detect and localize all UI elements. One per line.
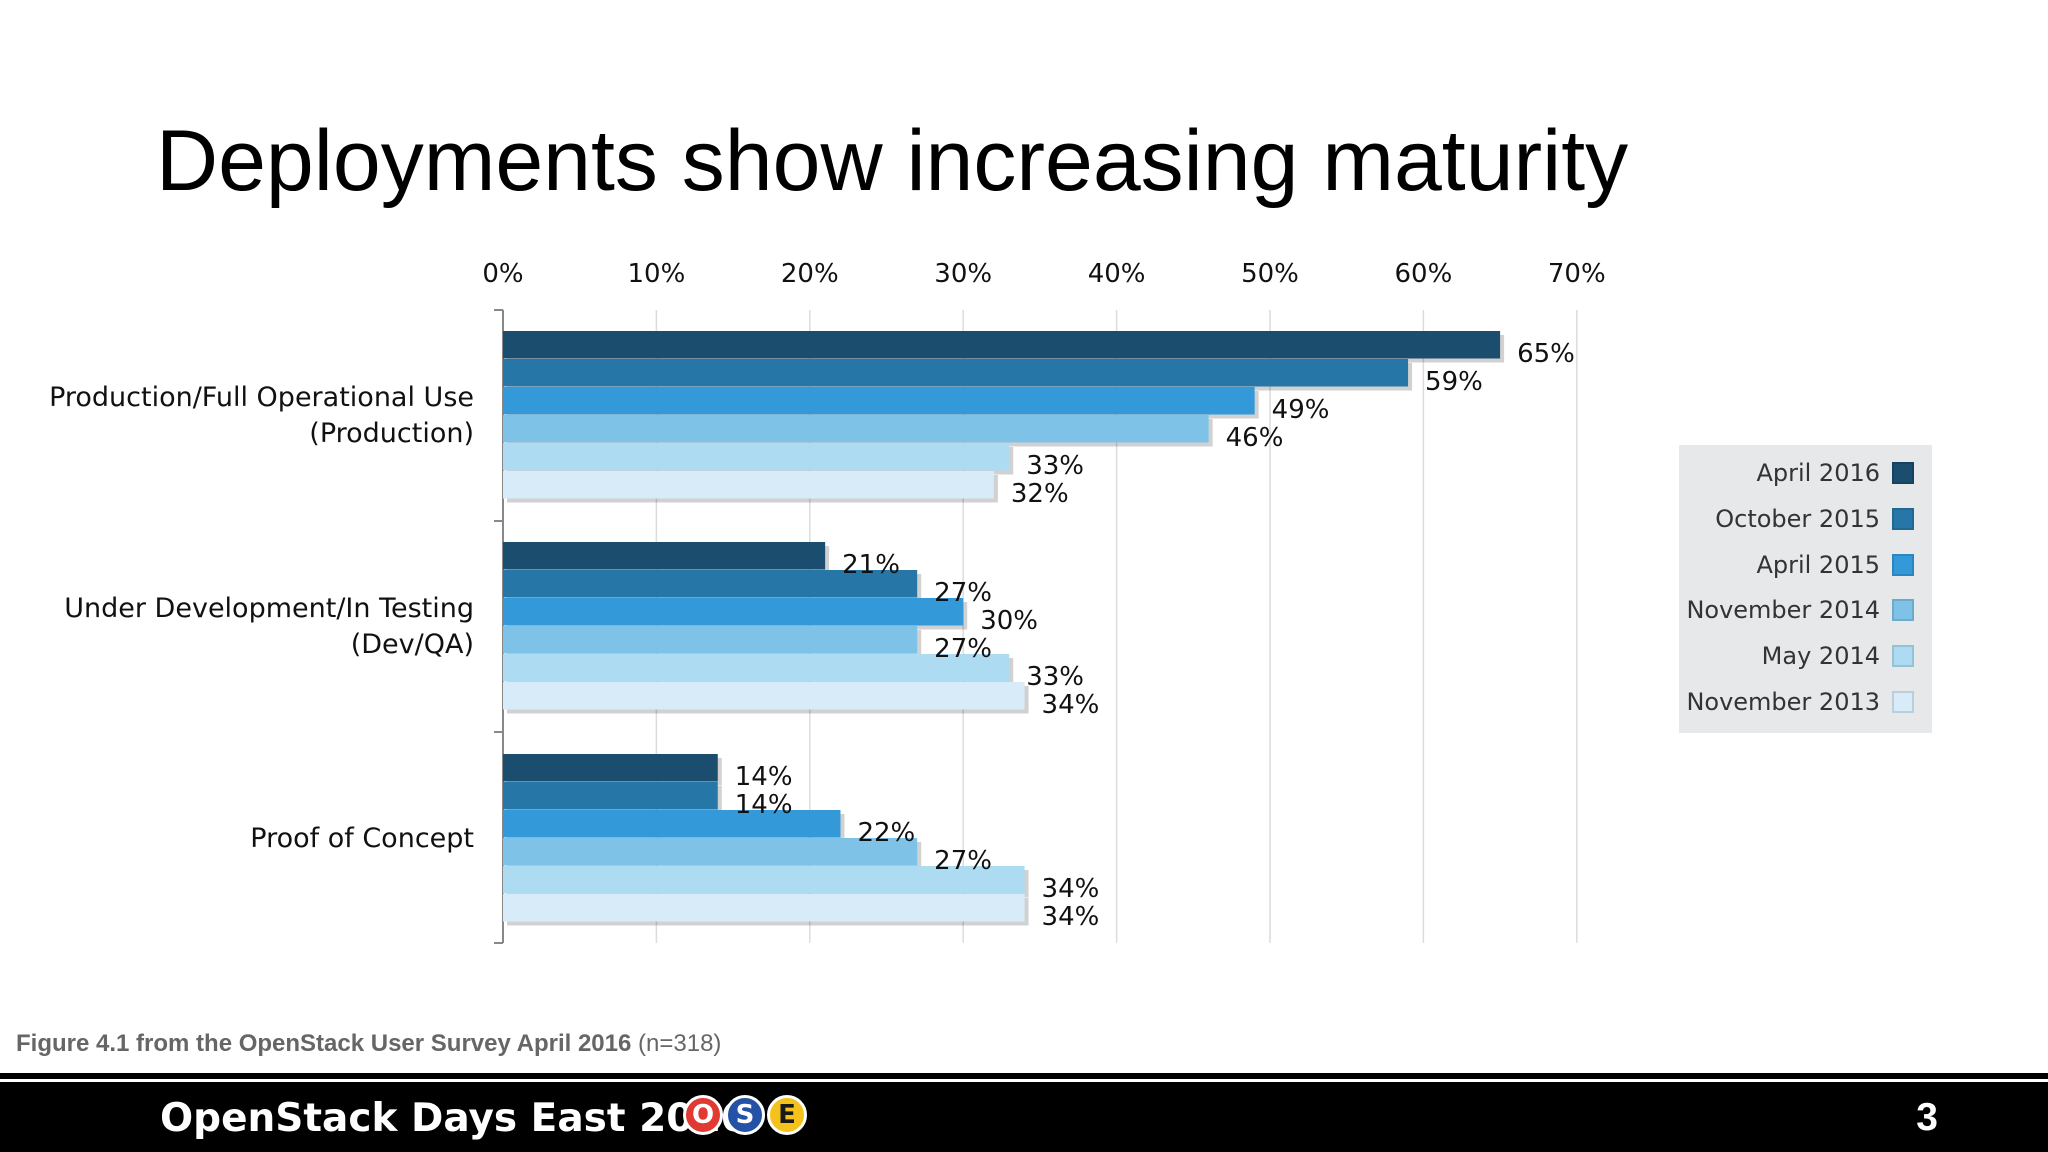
data-label: 46% xyxy=(1226,423,1284,453)
event-title: OpenStack Days East 2016 xyxy=(160,1096,748,1141)
data-label: 32% xyxy=(1011,479,1069,509)
x-tick-label: 40% xyxy=(1088,259,1146,289)
data-label: 30% xyxy=(980,606,1038,636)
bar xyxy=(503,894,1025,922)
bar xyxy=(503,598,964,626)
x-tick-label: 10% xyxy=(628,259,686,289)
legend-item: November 2014 xyxy=(1686,595,1914,625)
legend-label: November 2014 xyxy=(1686,596,1880,625)
page-number: 3 xyxy=(1916,1096,1938,1139)
category-label: Under Development/In Testing xyxy=(64,593,474,624)
bar xyxy=(503,682,1025,710)
data-label: 33% xyxy=(1026,451,1084,481)
bar xyxy=(503,866,1025,894)
axes xyxy=(494,309,504,944)
source-caption: Figure 4.1 from the OpenStack User Surve… xyxy=(16,1030,721,1058)
data-label: 22% xyxy=(857,818,915,848)
logo-circle: O xyxy=(683,1095,723,1135)
bar xyxy=(503,810,841,838)
data-label: 14% xyxy=(735,762,793,792)
legend-swatch xyxy=(1892,507,1914,530)
legend-swatch xyxy=(1892,645,1914,668)
source-caption-n: (n=318) xyxy=(631,1030,722,1057)
legend-item: May 2014 xyxy=(1762,641,1914,671)
x-tick-label: 60% xyxy=(1395,259,1453,289)
bar xyxy=(503,359,1409,387)
bar xyxy=(503,471,994,499)
legend-label: October 2015 xyxy=(1715,504,1880,533)
bar xyxy=(503,331,1501,359)
bar xyxy=(503,782,718,810)
bar xyxy=(503,415,1209,443)
legend-item: April 2015 xyxy=(1756,550,1914,580)
bar xyxy=(503,838,918,866)
x-tick-label: 20% xyxy=(781,259,839,289)
category-labels: Production/Full Operational Use (Producti… xyxy=(49,382,474,854)
data-label: 27% xyxy=(934,846,992,876)
logo-circle: S xyxy=(725,1095,765,1135)
x-tick-labels: 0% 10% 20% 30% 40% 50% 60% 70% xyxy=(482,259,1605,289)
legend-item: November 2013 xyxy=(1686,687,1914,717)
bar xyxy=(503,654,1010,682)
slide-title: Deployments show increasing maturity xyxy=(156,113,1629,209)
bar xyxy=(503,626,918,654)
legend-label: May 2014 xyxy=(1761,642,1880,671)
source-caption-bold: Figure 4.1 from the OpenStack User Surve… xyxy=(16,1030,632,1057)
footer-gap xyxy=(0,1079,2048,1082)
legend-swatch xyxy=(1892,691,1914,713)
legend-item: April 2016 xyxy=(1756,458,1914,488)
legend: April 2016 October 2015 April 2015 November… xyxy=(1679,445,1932,733)
data-label: 33% xyxy=(1026,662,1084,692)
data-label: 34% xyxy=(1042,690,1100,720)
category-label: Production/Full Operational Use xyxy=(49,382,474,413)
bar xyxy=(503,542,826,570)
x-tick-label: 70% xyxy=(1548,259,1606,289)
data-label: 34% xyxy=(1042,902,1100,932)
logo-circle: E xyxy=(767,1095,807,1135)
data-label: 14% xyxy=(735,790,793,820)
data-label: 34% xyxy=(1042,874,1100,904)
legend-swatch xyxy=(1892,553,1914,576)
footer-rule xyxy=(0,1073,2048,1079)
legend-label: November 2013 xyxy=(1686,688,1880,716)
bars xyxy=(503,331,1505,926)
x-tick-label: 50% xyxy=(1241,259,1299,289)
data-label: 49% xyxy=(1272,395,1330,425)
data-label: 65% xyxy=(1517,339,1575,369)
bar xyxy=(503,387,1255,415)
data-label: 27% xyxy=(934,634,992,664)
category-label: (Dev/QA) xyxy=(351,629,474,660)
category-label: Proof of Concept xyxy=(250,823,474,854)
legend-label: April 2016 xyxy=(1756,459,1880,487)
category-label: (Production) xyxy=(309,418,474,449)
legend-item: October 2015 xyxy=(1715,504,1914,534)
bar xyxy=(503,570,918,598)
x-tick-label: 0% xyxy=(482,259,523,289)
value-labels: 65%59%49%46%33%32%21%27%30%27%33%34%14%1… xyxy=(735,339,1575,932)
x-tick-label: 30% xyxy=(934,259,992,289)
bar xyxy=(503,443,1010,471)
legend-label: April 2015 xyxy=(1756,550,1880,579)
legend-swatch xyxy=(1892,599,1914,622)
data-label: 27% xyxy=(934,578,992,608)
bar xyxy=(503,754,718,782)
legend-swatch xyxy=(1892,462,1914,484)
data-label: 59% xyxy=(1425,367,1483,397)
data-label: 21% xyxy=(842,550,900,580)
bar-chart: 0% 10% 20% 30% 40% 50% 60% 70% 65%59%49%46%33%3… xyxy=(49,259,1606,944)
